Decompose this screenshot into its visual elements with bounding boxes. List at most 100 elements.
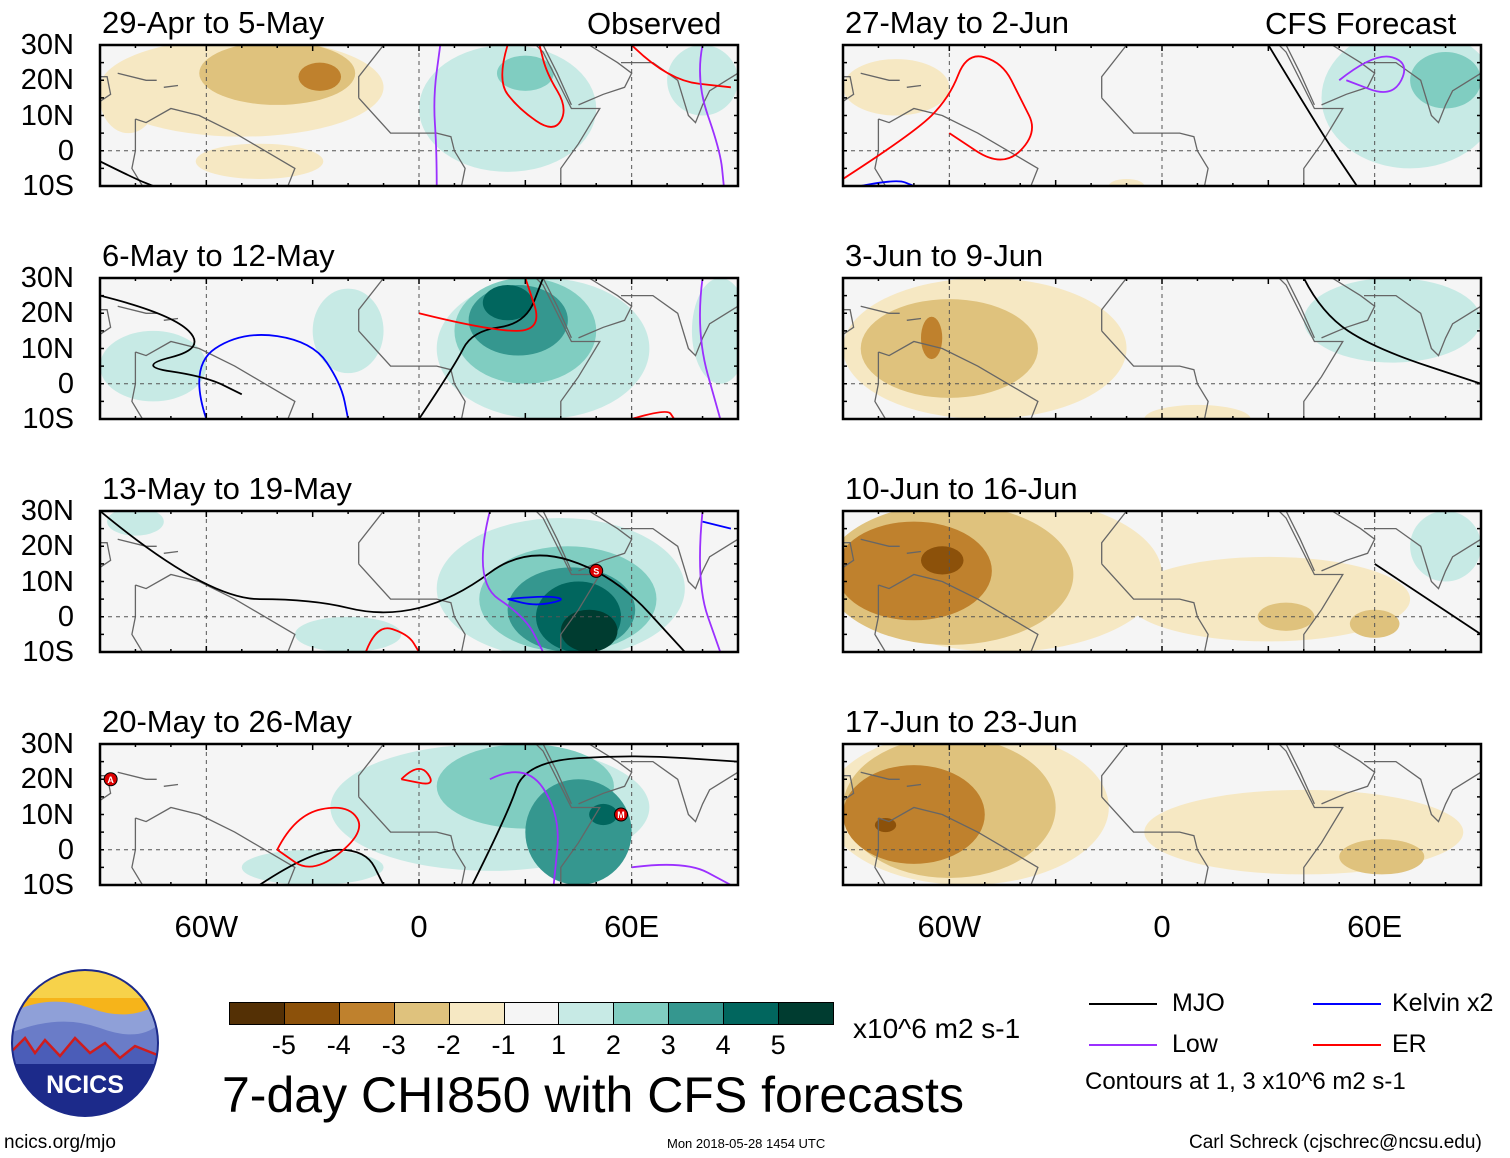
lon-label: 60E bbox=[604, 909, 660, 944]
panel-title: 20-May to 26-May bbox=[102, 704, 352, 739]
lat-label: 10N bbox=[20, 99, 74, 132]
lat-label: 30N bbox=[20, 495, 74, 527]
mjo-contour bbox=[1374, 563, 1481, 636]
anomaly-region bbox=[195, 143, 324, 179]
coastline bbox=[1101, 796, 1209, 885]
anomaly-region bbox=[294, 616, 402, 652]
cfs-forecast-label: CFS Forecast bbox=[1265, 6, 1457, 41]
coastline bbox=[860, 771, 900, 780]
colorbar-swatch bbox=[723, 1002, 780, 1025]
colorbar-label: -5 bbox=[271, 1030, 296, 1060]
map-panel bbox=[98, 43, 740, 188]
kelvin-contour bbox=[702, 520, 732, 530]
low-contour bbox=[631, 863, 732, 885]
colorbar-label: -2 bbox=[436, 1030, 461, 1060]
coastline bbox=[1101, 97, 1209, 186]
anomaly-region bbox=[843, 521, 992, 621]
coastline bbox=[906, 783, 922, 787]
coastline bbox=[843, 309, 855, 335]
lat-label: 10S bbox=[22, 403, 74, 435]
lat-label: 10S bbox=[22, 170, 74, 202]
coastline bbox=[1364, 760, 1481, 823]
anomaly-region bbox=[312, 288, 384, 374]
coastline bbox=[358, 97, 466, 186]
colorbar-label: 3 bbox=[660, 1030, 676, 1060]
coastline bbox=[878, 806, 1039, 885]
panel-title: 27-May to 2-Jun bbox=[845, 5, 1069, 40]
panel-title: 17-Jun to 23-Jun bbox=[845, 704, 1078, 739]
coastline bbox=[878, 107, 1039, 186]
mjo-contour bbox=[1302, 278, 1481, 385]
lat-label: 10S bbox=[22, 636, 74, 668]
coastline bbox=[874, 818, 887, 885]
coastline bbox=[860, 72, 900, 81]
footer-author: Carl Schreck (cjschrec@ncsu.edu) bbox=[1189, 1132, 1482, 1153]
mjo-contour bbox=[100, 294, 243, 396]
observed-label: Observed bbox=[587, 6, 722, 41]
legend-mjo-line bbox=[1089, 1003, 1157, 1005]
coastline bbox=[906, 84, 922, 88]
er-contour bbox=[418, 278, 538, 332]
map-panel bbox=[841, 742, 1483, 887]
anomaly-region bbox=[667, 45, 738, 116]
colorbar bbox=[229, 1002, 834, 1025]
colorbar-label: -4 bbox=[326, 1030, 351, 1060]
coastline bbox=[358, 744, 601, 885]
legend-mjo-label: MJO bbox=[1172, 989, 1225, 1017]
low-contour bbox=[1338, 55, 1406, 93]
coastline bbox=[358, 511, 601, 652]
svg-text:S: S bbox=[593, 566, 599, 576]
coastline bbox=[1101, 45, 1344, 186]
map-panel bbox=[841, 509, 1483, 654]
coastline bbox=[1321, 45, 1376, 106]
coastline bbox=[578, 744, 633, 805]
lat-label: 0 bbox=[57, 833, 74, 866]
colorbar-label: -3 bbox=[381, 1030, 406, 1060]
coastline bbox=[578, 278, 633, 339]
legend-kelvin-line bbox=[1313, 1003, 1381, 1005]
lat-label: 20N bbox=[20, 763, 74, 796]
colorbar-swatch bbox=[503, 1002, 560, 1025]
anomaly-region bbox=[1339, 839, 1425, 875]
ncics-logo: NCICS bbox=[11, 969, 159, 1117]
lat-label: 30N bbox=[20, 728, 74, 760]
colorbar-swatch bbox=[778, 1002, 834, 1025]
anomaly-region bbox=[860, 299, 1038, 398]
low-contour bbox=[489, 771, 559, 885]
colorbar-label: 4 bbox=[715, 1030, 731, 1060]
footer-url[interactable]: ncics.org/mjo bbox=[4, 1132, 116, 1153]
anomaly-region bbox=[1410, 52, 1481, 109]
mjo-contour bbox=[100, 160, 154, 186]
colorbar-swatch bbox=[668, 1002, 725, 1025]
coastline bbox=[163, 550, 179, 554]
low-contour bbox=[699, 45, 725, 186]
colorbar-label: 5 bbox=[770, 1030, 786, 1060]
coastline bbox=[1321, 278, 1376, 339]
svg-text:NCICS: NCICS bbox=[46, 1071, 124, 1099]
lon-label: 0 bbox=[1153, 909, 1171, 944]
coastline bbox=[131, 585, 144, 652]
low-contour bbox=[481, 511, 544, 652]
coastline bbox=[843, 542, 855, 568]
coastline bbox=[843, 775, 855, 801]
coastline bbox=[117, 305, 157, 314]
storm-marker: M bbox=[614, 807, 629, 822]
coastline bbox=[878, 340, 1039, 419]
coastline bbox=[1101, 563, 1209, 652]
colorbar-label: 1 bbox=[550, 1030, 566, 1060]
anomaly-region bbox=[1303, 278, 1481, 363]
lat-label: 30N bbox=[20, 262, 74, 294]
coastline bbox=[1101, 330, 1209, 419]
coastline bbox=[1285, 45, 1315, 106]
anomaly-region bbox=[843, 59, 950, 116]
footer-timestamp: Mon 2018-05-28 1454 UTC bbox=[667, 1136, 826, 1151]
coastline bbox=[358, 563, 466, 652]
colorbar-swatch bbox=[393, 1002, 450, 1025]
coastline bbox=[1364, 527, 1481, 590]
colorbar-swatch bbox=[448, 1002, 505, 1025]
coastline bbox=[621, 760, 738, 823]
kelvin-contour bbox=[198, 334, 349, 419]
coastline bbox=[1101, 278, 1344, 419]
lon-label: 60W bbox=[174, 909, 239, 944]
anomaly-region bbox=[482, 285, 533, 321]
